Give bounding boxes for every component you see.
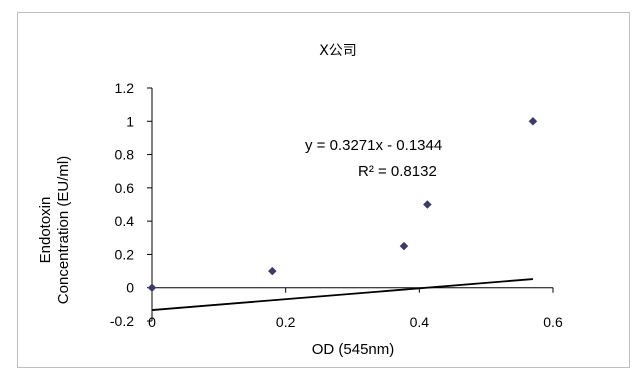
data-point [147,283,157,293]
trendline-equation: y = 0.3271x - 0.1344 [305,137,442,154]
trendline-r-squared: R² = 0.8132 [358,163,437,180]
y-tick-label: 0.8 [115,147,135,163]
data-point [422,200,432,209]
y-tick-label: 0.4 [115,213,135,229]
x-tick-label: 0 [148,314,156,330]
data-point [399,241,409,251]
x-tick-label: 0.6 [543,314,563,330]
y-tick-label: 1.2 [115,80,135,96]
data-point [528,116,538,126]
y-axis-label: Endotoxin Concentration (EU/ml) [37,156,72,304]
x-tick-label: 0.2 [276,314,296,330]
trendline [151,278,534,311]
data-points-layer [147,116,538,293]
y-tick-label: 0.6 [115,180,135,196]
y-axis-label-line-1: Endotoxin [37,197,54,264]
axes-layer: -0.2 0 0.2 0.4 0.6 0.8 1 1.2 0 0.2 0.4 0.6 [110,80,563,330]
x-axis-label: OD (545nm) [312,341,395,358]
y-tick-label: 0 [126,280,134,296]
data-point [267,266,277,276]
y-tick-label: 1 [126,113,134,129]
chart-title: X公司 [319,43,357,59]
trendline-layer [151,278,534,311]
y-tick-label: 0.2 [115,246,135,262]
x-tick-label: 0.4 [410,314,430,330]
y-axis-label-line-2: Concentration (EU/ml) [55,156,72,304]
chart-svg: X公司 Endotoxin Concentration (EU/ml) OD (… [37,43,563,358]
chart-frame: X公司 Endotoxin Concentration (EU/ml) OD (… [17,12,630,368]
y-tick-label: -0.2 [110,313,134,329]
